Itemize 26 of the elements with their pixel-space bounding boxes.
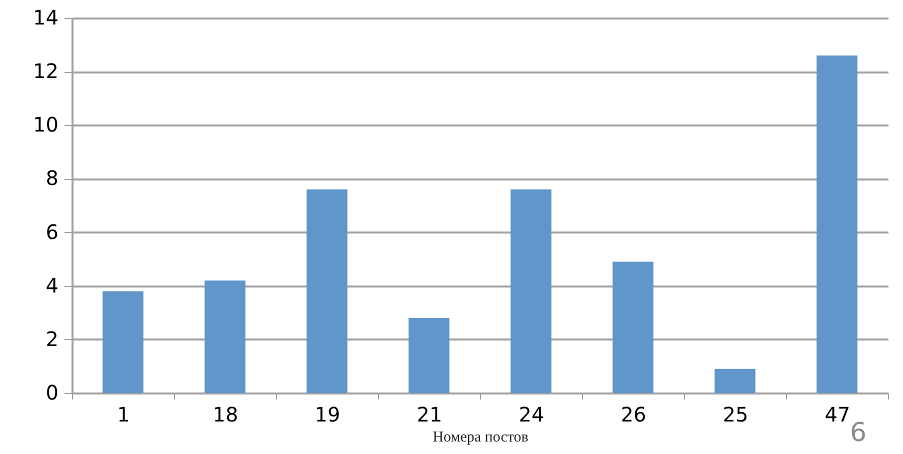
text: 6 xyxy=(850,418,867,448)
bar xyxy=(714,368,756,393)
x-tick-label: 21 xyxy=(416,402,442,426)
x-tick-label: 1 xyxy=(117,402,130,426)
x-tick-label: 26 xyxy=(620,402,646,426)
x-tick-label: 18 xyxy=(212,402,238,426)
x-tick-label: 19 xyxy=(314,402,340,426)
y-tick-label: 2 xyxy=(46,326,58,351)
y-tick-label: 10 xyxy=(33,112,58,137)
bar xyxy=(102,291,144,393)
y-tick-label: 12 xyxy=(33,59,58,84)
x-tick-label: 47 xyxy=(824,402,850,426)
y-tick-label: 0 xyxy=(46,380,58,404)
y-tick-label: 14 xyxy=(33,6,58,30)
bar xyxy=(612,262,654,393)
bar xyxy=(816,56,858,393)
bar xyxy=(204,280,246,393)
bar xyxy=(510,189,552,393)
y-tick-label: 6 xyxy=(46,220,58,244)
x-axis-title: Номера постов xyxy=(432,430,528,446)
x-tick-label: 25 xyxy=(722,402,748,426)
y-tick-label: 4 xyxy=(46,273,58,298)
x-tick-label: 24 xyxy=(518,402,544,426)
y-tick-label: 8 xyxy=(46,166,58,190)
bar xyxy=(306,189,348,393)
bar xyxy=(408,318,450,393)
